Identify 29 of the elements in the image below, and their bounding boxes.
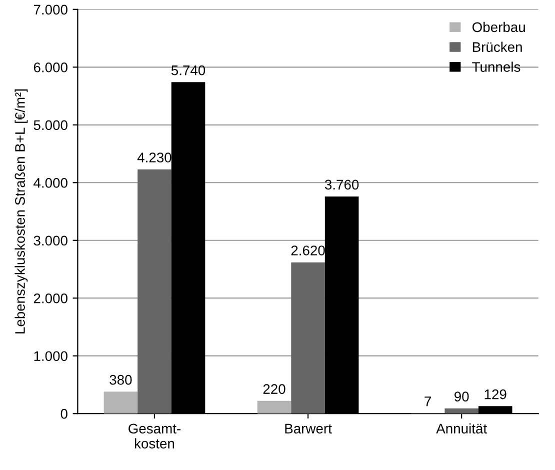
x-tick-label: Gesamt- kosten — [128, 424, 180, 448]
data-label: 3.760 — [324, 180, 359, 190]
y-tick-label: 1.000 — [34, 351, 68, 362]
data-label: 2.620 — [291, 246, 325, 256]
y-tick-label: 0 — [60, 408, 68, 419]
legend-label: Tunnels — [472, 62, 520, 72]
data-label: 129 — [484, 389, 506, 400]
data-label: 90 — [454, 392, 469, 402]
y-tick-label: 7.000 — [34, 4, 68, 15]
data-label: 220 — [263, 384, 286, 394]
y-tick-label: 4.000 — [34, 178, 68, 188]
bar — [444, 408, 478, 414]
x-tick-label: Barwert — [285, 424, 332, 434]
y-tick-label: 5.000 — [34, 120, 68, 130]
bar — [257, 400, 292, 414]
y-axis-title: Lebenszykluskosten Straßen B+L [€/m²] — [14, 89, 28, 334]
y-tick-label: 6.000 — [34, 62, 68, 72]
data-label: 5.740 — [171, 65, 206, 76]
legend-label: Oberbau — [472, 22, 525, 32]
data-label: 4.230 — [137, 152, 172, 162]
y-tick-label: 3.000 — [34, 236, 68, 246]
y-tick-label: 2.000 — [34, 293, 68, 304]
legend-label: Brücken — [472, 42, 522, 52]
x-tick-label: Annuität — [436, 423, 487, 434]
bar — [291, 262, 325, 414]
bar — [104, 392, 138, 414]
data-label: 380 — [110, 374, 132, 385]
bar — [138, 169, 172, 414]
data-label: 7 — [424, 396, 431, 406]
